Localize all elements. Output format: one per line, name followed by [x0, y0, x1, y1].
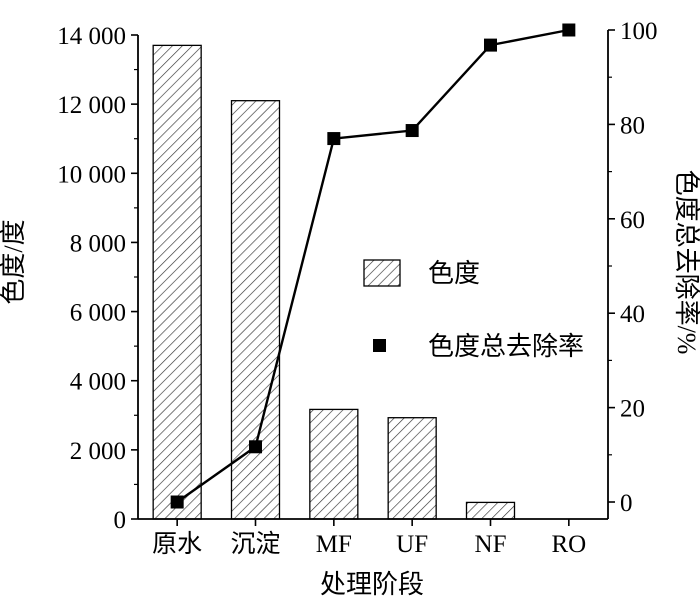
y-left-tick-label: 6 000 [70, 300, 126, 327]
marker-0 [170, 495, 184, 509]
y-axis-left-ticks: 0 2 000 4 000 6 000 8 000 10 000 12 000 14 000 [57, 23, 138, 534]
y-axis-right-ticks: 0 20 40 60 80 100 [608, 18, 658, 517]
y-left-tick-label: 10 000 [57, 161, 126, 188]
marker-2 [327, 132, 341, 146]
y-left-tick-label: 4 000 [70, 369, 126, 396]
marker-4 [484, 38, 497, 52]
legend-bar-label: 色度 [428, 259, 480, 288]
legend-line-label: 色度总去除率 [428, 332, 584, 361]
legend: 色度 色度总去除率 [363, 259, 584, 361]
y-axis-left-title: 色度/度 [0, 219, 28, 304]
bar-2 [309, 408, 359, 520]
legend-bar-swatch [363, 259, 401, 287]
bar-series [152, 44, 516, 520]
x-tick-label: UF [396, 531, 428, 558]
y-right-tick-label: 40 [620, 301, 645, 328]
y-right-tick-label: 80 [620, 112, 645, 139]
x-axis-title: 处理阶段 [320, 570, 424, 599]
y-axis-right-title: 色度总去除率/% [672, 170, 700, 355]
x-tick-label: NF [475, 531, 507, 558]
x-tick-label: MF [316, 531, 352, 558]
bar-1 [230, 100, 281, 520]
bar-3 [387, 417, 437, 520]
y-right-tick-label: 0 [620, 490, 633, 517]
y-left-tick-label: 14 000 [57, 23, 126, 50]
y-right-tick-label: 100 [620, 18, 658, 45]
x-tick-label: RO [551, 531, 586, 558]
marker-5 [562, 23, 576, 37]
bar-0 [152, 44, 202, 520]
removal-rate-line [176, 28, 570, 503]
y-right-tick-label: 60 [620, 207, 645, 234]
y-left-tick-label: 0 [114, 507, 127, 534]
marker-1 [249, 440, 262, 454]
x-axis-ticks: 原水 沉淀 MF UF NF RO [152, 519, 586, 558]
legend-line-marker [373, 339, 386, 352]
bar-4 [465, 501, 516, 520]
marker-3 [405, 124, 419, 138]
y-right-tick-label: 20 [620, 396, 645, 423]
x-tick-label: 原水 [152, 530, 202, 558]
line-series [170, 23, 576, 509]
x-tick-label: 沉淀 [230, 530, 280, 558]
y-left-tick-label: 8 000 [70, 230, 126, 257]
y-left-tick-label: 2 000 [70, 438, 126, 465]
y-left-tick-label: 12 000 [57, 92, 126, 119]
